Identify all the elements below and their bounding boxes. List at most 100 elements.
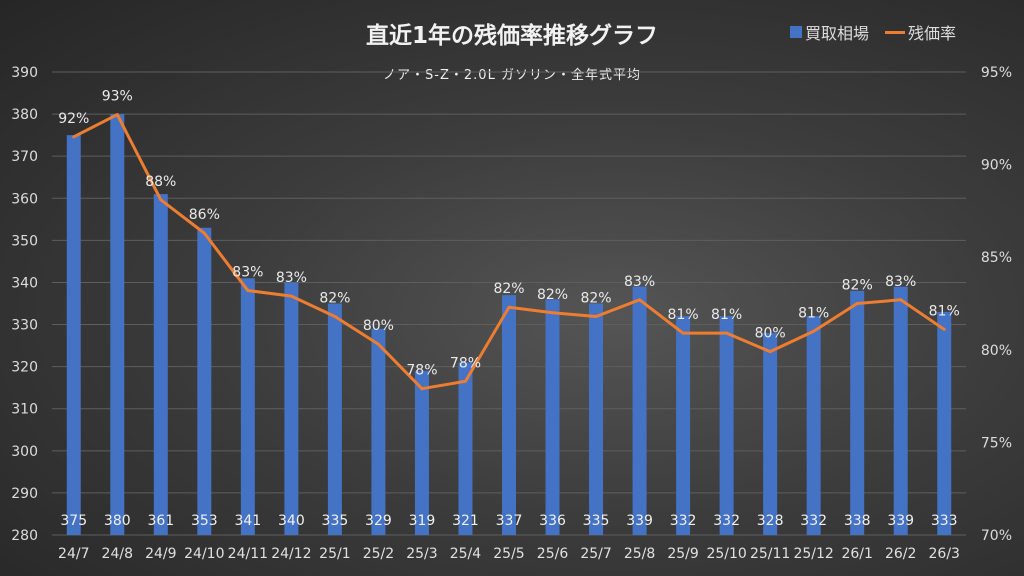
x-axis-tick: 24/11 [228, 546, 268, 562]
rate-label: 80% [363, 318, 394, 334]
rate-label: 83% [885, 274, 916, 290]
x-axis-tick: 24/9 [145, 546, 176, 562]
x-axis-tick: 25/6 [537, 546, 569, 562]
x-axis-tick: 24/8 [102, 546, 133, 562]
bar [197, 227, 212, 535]
rate-label: 83% [232, 265, 263, 281]
rate-point [333, 314, 337, 318]
x-axis-tick: 25/7 [580, 546, 611, 562]
left-axis-tick: 280 [11, 528, 38, 544]
bar-value-label: 339 [887, 513, 914, 529]
rate-point [725, 331, 729, 335]
rate-point [72, 135, 76, 139]
bar [284, 282, 299, 535]
left-axis-tick: 380 [11, 107, 38, 123]
rate-point [115, 113, 119, 117]
bar-value-label: 332 [713, 513, 740, 529]
bar [66, 135, 81, 536]
x-axis-tick: 25/1 [319, 546, 350, 562]
bar-value-label: 375 [60, 513, 87, 529]
rate-point [594, 314, 598, 318]
left-axis-tick: 300 [11, 444, 38, 460]
rate-label: 82% [319, 290, 350, 306]
rate-point [812, 329, 816, 333]
right-axis-tick: 90% [981, 158, 1012, 174]
bar-value-label: 319 [409, 513, 436, 529]
bar-value-label: 361 [147, 513, 174, 529]
bar-value-label: 321 [452, 513, 479, 529]
x-axis-tick: 25/10 [706, 546, 746, 562]
bar [327, 303, 342, 535]
left-axis-tick: 310 [11, 402, 38, 418]
rate-point [202, 231, 206, 235]
bar-value-label: 328 [757, 513, 784, 529]
bar [458, 362, 473, 535]
bar-value-label: 333 [931, 513, 958, 529]
bar [893, 286, 908, 535]
rate-label: 82% [842, 278, 873, 294]
x-axis-tick: 24/10 [184, 546, 224, 562]
bar [719, 316, 734, 535]
bar [589, 303, 604, 535]
x-axis-tick: 26/3 [929, 546, 960, 562]
right-axis-tick: 95% [981, 65, 1012, 81]
legend: 買取相場 残価率 [790, 20, 956, 44]
x-axis-tick: 24/7 [58, 546, 89, 562]
x-axis-tick: 25/5 [493, 546, 524, 562]
bar-value-label: 340 [278, 513, 305, 529]
rate-label: 78% [450, 355, 481, 371]
x-axis-tick: 25/3 [406, 546, 437, 562]
rate-label: 82% [493, 281, 524, 297]
bar-value-label: 335 [322, 513, 349, 529]
rate-label: 81% [798, 305, 829, 321]
rate-point [376, 342, 380, 346]
bar-value-label: 332 [670, 513, 697, 529]
left-axis-tick: 290 [11, 486, 38, 502]
rate-point [289, 294, 293, 298]
left-axis-tick: 330 [11, 318, 38, 334]
bar [806, 316, 821, 535]
rate-point [463, 379, 467, 383]
bar-value-label: 335 [583, 513, 610, 529]
rate-label: 81% [711, 307, 742, 323]
rate-label: 81% [668, 307, 699, 323]
rate-label: 83% [624, 274, 655, 290]
rate-label: 82% [537, 287, 568, 303]
x-axis-tick: 24/12 [271, 546, 311, 562]
left-axis-tick: 350 [11, 233, 38, 249]
x-axis-tick: 25/4 [450, 546, 482, 562]
rate-label: 83% [276, 270, 307, 286]
rate-label: 92% [58, 111, 89, 127]
bar-value-label: 336 [539, 513, 566, 529]
left-axis-tick: 320 [11, 360, 38, 376]
bar [371, 328, 386, 535]
bar-value-label: 339 [626, 513, 653, 529]
rate-label: 86% [189, 207, 220, 223]
bar [676, 316, 691, 535]
bar-value-label: 341 [234, 513, 261, 529]
rate-label: 80% [755, 326, 786, 342]
bar-value-label: 337 [496, 513, 523, 529]
left-axis-tick: 390 [11, 65, 38, 81]
rate-point [551, 311, 555, 315]
rate-point [638, 298, 642, 302]
right-axis-tick: 70% [981, 528, 1012, 544]
rate-point [899, 298, 903, 302]
left-axis-tick: 360 [11, 191, 38, 207]
bar [763, 332, 778, 535]
right-axis-tick: 85% [981, 250, 1012, 266]
bar [632, 286, 647, 535]
rate-point [855, 302, 859, 305]
rate-label: 93% [102, 89, 133, 105]
bar-value-label: 338 [844, 513, 871, 529]
bar [414, 370, 429, 535]
bar-value-label: 329 [365, 513, 392, 529]
legend-line-swatch [885, 30, 906, 34]
bar [110, 114, 125, 535]
x-axis-tick: 25/11 [750, 546, 790, 562]
rate-label: 78% [406, 363, 437, 379]
rate-point [507, 305, 511, 309]
x-axis-tick: 25/9 [667, 546, 698, 562]
rate-point [681, 331, 685, 335]
